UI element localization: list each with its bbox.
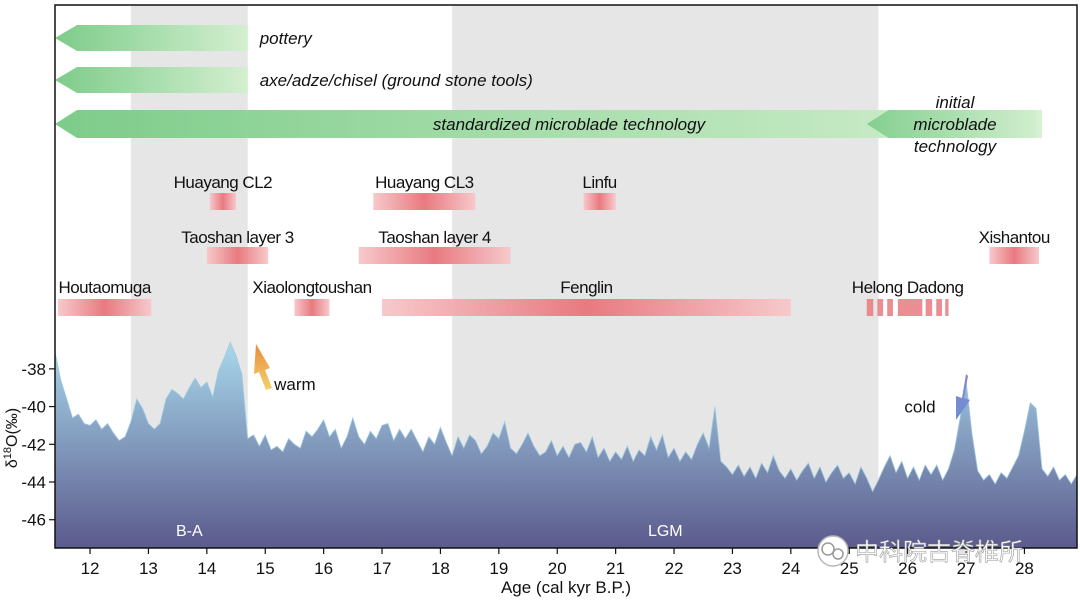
x-tick-label-20: 20 (548, 559, 567, 578)
site-bar-helong-dadong-segment (925, 299, 933, 316)
site-label-linfu: Linfu (582, 173, 616, 192)
tech-band-label-initial-microblade-technology: initial microblade technology (913, 93, 997, 156)
y-tick-label-40: -40 (21, 398, 46, 417)
watermark-text: 中科院古脊椎所 (855, 538, 1023, 566)
annotation-warm: warm (273, 375, 316, 394)
x-tick-label-26: 26 (898, 559, 917, 578)
tech-band-label-pottery: pottery (259, 29, 313, 48)
site-label-xiaolongtoushan: Xiaolongtoushan (252, 278, 371, 297)
tech-band-label-line: standardized microblade technology (433, 115, 707, 134)
site-label-helong-dadong: Helong Dadong (852, 278, 964, 297)
period-label-b-a: B-A (176, 523, 203, 540)
site-label-taoshan-layer-4: Taoshan layer 4 (378, 228, 491, 247)
x-tick-label-15: 15 (256, 559, 275, 578)
x-tick-label-13: 13 (139, 559, 158, 578)
site-bar-helong-dadong-segment (877, 299, 884, 316)
x-tick-label-17: 17 (373, 559, 392, 578)
x-tick-label-25: 25 (840, 559, 859, 578)
x-axis-label: Age (cal kyr B.P.) (501, 578, 631, 597)
site-label-taoshan-layer-3: Taoshan layer 3 (181, 228, 294, 247)
x-tick-label-23: 23 (723, 559, 742, 578)
site-bar-huayang-cl2 (209, 193, 237, 210)
period-labels: B-A LGM (176, 523, 683, 540)
y-tick-label-46: -46 (21, 511, 46, 530)
tech-band-label-line: microblade (913, 115, 996, 134)
site-bar-linfu (583, 193, 616, 210)
x-tick-label-18: 18 (431, 559, 450, 578)
x-tick-label-19: 19 (489, 559, 508, 578)
site-bar-helong-dadong-segment (887, 299, 893, 316)
tech-band-axe-adze-chisel-ground-stone-tools (55, 67, 248, 93)
tech-band-pottery (55, 25, 248, 51)
tech-band-label-line: technology (914, 137, 998, 156)
site-bar-helong-dadong-segment (866, 299, 874, 316)
site-bar-helong-dadong-segment (936, 299, 942, 316)
site-bar-houtaomuga (57, 299, 152, 316)
y-axis-label-delta: δ (4, 459, 21, 468)
tech-band-label-line: axe/adze/chisel (ground stone tools) (260, 71, 533, 90)
site-bars: Huayang CL2 Huayang CL3 Linfu Taoshan layer… (57, 173, 1050, 316)
watermark: 中科院古脊椎所 (817, 535, 1023, 567)
site-bar-xishantou (989, 247, 1040, 264)
y-axis-label-superscript: 18 (2, 447, 14, 459)
site-label-fenglin: Fenglin (560, 278, 612, 297)
site-bar-taoshan-layer-3 (206, 247, 269, 264)
tech-band-label-line: pottery (259, 29, 313, 48)
period-label-lgm: LGM (648, 523, 683, 540)
site-bar-huayang-cl3 (373, 193, 476, 210)
y-axis-label: δ18O(‰) (2, 408, 21, 468)
warm-arrow-icon (254, 344, 272, 390)
tech-band-initial-microblade-technology (866, 110, 1042, 138)
x-tick-label-16: 16 (314, 559, 333, 578)
site-bar-helong-dadong-segment (897, 299, 923, 316)
annotation-cold: cold (904, 398, 935, 417)
site-bar-taoshan-layer-4 (358, 247, 511, 264)
site-bar-xiaolongtoushan (294, 299, 330, 316)
tech-band-label-line: initial (936, 93, 976, 112)
climate-arrows: warm cold (254, 344, 970, 420)
y-axis: -38 -40 -42 -44 -46 (21, 360, 55, 530)
x-tick-label-22: 22 (665, 559, 684, 578)
x-tick-label-14: 14 (197, 559, 216, 578)
y-tick-label-44: -44 (21, 473, 46, 492)
site-label-huayang-cl3: Huayang CL3 (375, 173, 474, 192)
site-label-houtaomuga: Houtaomuga (58, 278, 151, 297)
wechat-icon-bubble-2 (832, 548, 844, 560)
x-tick-label-28: 28 (1015, 559, 1034, 578)
cold-arrow-icon (956, 374, 970, 420)
x-tick-label-24: 24 (781, 559, 800, 578)
x-axis: 12 13 14 15 16 17 18 19 20 21 22 23 24 25 26 27 28 (81, 548, 1034, 578)
x-tick-label-21: 21 (606, 559, 625, 578)
tech-band-standardized-microblade-technology (55, 110, 1037, 138)
tech-band-label-standardized-microblade-technology: standardized microblade technology (433, 115, 707, 134)
wechat-icon-bubble-1 (821, 542, 835, 556)
site-bar-helong-dadong-segment (945, 299, 949, 316)
x-tick-label-12: 12 (81, 559, 100, 578)
y-tick-label-42: -42 (21, 435, 46, 454)
y-axis-label-rest: O(‰) (4, 408, 21, 447)
plot-frame (54, 4, 1078, 549)
tech-band-label-axe-adze-chisel-ground-stone-tools: axe/adze/chisel (ground stone tools) (260, 71, 533, 90)
site-label-xishantou: Xishantou (979, 228, 1050, 247)
x-tick-label-27: 27 (957, 559, 976, 578)
site-label-huayang-cl2: Huayang CL2 (174, 173, 273, 192)
technology-bands: pottery axe/adze/chisel (ground stone too… (55, 25, 1042, 156)
y-tick-label-38: -38 (21, 360, 46, 379)
site-bar-fenglin (382, 299, 791, 316)
d18o-area (55, 341, 1077, 548)
d18o-area-series (55, 341, 1077, 548)
